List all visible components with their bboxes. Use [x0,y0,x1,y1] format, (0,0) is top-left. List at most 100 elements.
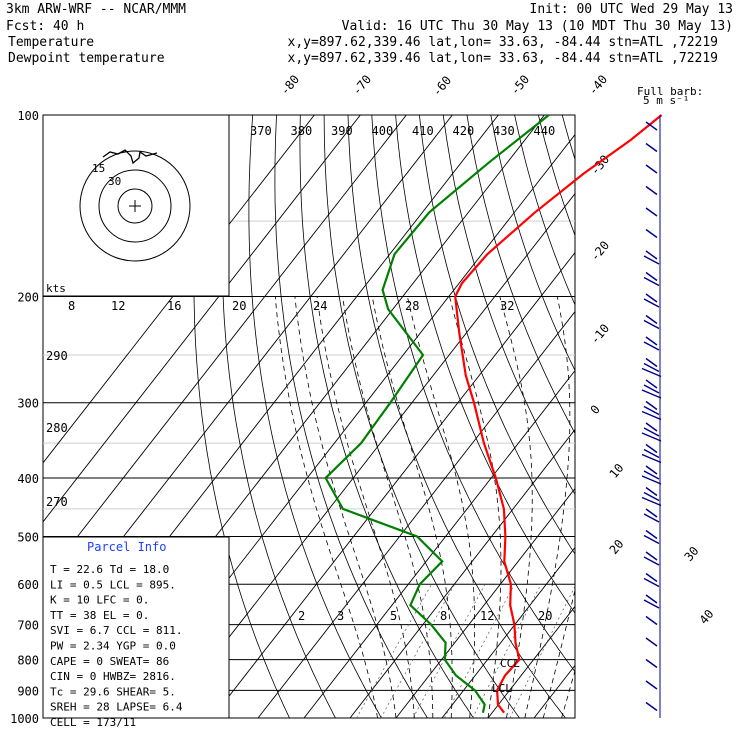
wind-barb [645,529,658,540]
parcel-info-row: SVI = 6.7 CCL = 811. [50,624,182,637]
parcel-info-row: K = 10 LFC = 0. [50,594,149,607]
isotherm [211,251,575,718]
isotherm [43,115,315,464]
wind-barb [645,572,658,583]
theta-label: 410 [412,124,434,138]
wind-barb [643,513,660,523]
wind-barb [645,228,658,239]
isotherm [487,605,575,718]
theta-label: 440 [534,124,556,138]
dewpoint-line [324,114,550,713]
theta-label: 370 [250,124,272,138]
parcel-info-row: PW = 2.34 YGP = 0.0 [50,640,176,653]
dry-adiabat [610,115,740,718]
pressure-tick-100: 100 [17,109,39,123]
dry-adiabat [347,115,566,718]
theta-label: 400 [372,124,394,138]
lcl-annotation: LCL [492,682,512,695]
wind-barb [645,680,658,690]
isotherm-label-right: 30 [682,544,702,564]
isotherm [533,664,575,718]
pressure-tick-800: 800 [17,654,39,668]
wind-barb [645,142,658,153]
isotherm-label-top: -80 [278,72,303,98]
wind-barb [643,255,660,265]
isotherm-label-top: -70 [350,72,375,98]
isotherm [349,428,575,718]
mixing-ratio-label-lower: 8 [440,609,447,623]
dry-adiabat [538,115,575,237]
mixing-ratio-label-upper: 20 [232,299,246,313]
dry-adiabat [323,115,520,718]
mixing-ratio-line [509,585,575,718]
wind-barb [641,389,662,399]
dry-adiabat [193,115,290,718]
isotherm [672,115,740,718]
dry-adiabat [586,115,740,718]
parcel-info-row: TT = 38 EL = 0. [50,609,149,622]
temperature-legend-info: x,y=897.62,339.46 lat,lon= 33.63, -84.44… [288,35,718,50]
dry-adiabat [490,115,575,372]
moist-adiabat [342,296,434,718]
wind-barb [645,164,658,174]
isotherm-label-right: -10 [588,321,613,347]
mixing-ratio-label-lower: 2 [298,609,305,623]
dry-adiabat [419,115,575,555]
wind-barb [643,362,660,373]
mixing-ratio-label-upper: 12 [111,299,125,313]
moist-adiabat [524,296,571,718]
theta-label: 430 [493,124,515,138]
mixing-ratio-label-lower: 3 [337,609,344,623]
moist-adiabat [316,296,415,718]
hodograph-ring-2 [98,169,172,243]
theta-label: 420 [453,124,475,138]
wind-barb [645,658,658,669]
pressure-tick-200: 200 [17,291,39,305]
wind-barb [645,615,658,626]
wind-barb [643,491,660,502]
wind-barb [643,599,660,609]
temperature-line [454,114,663,714]
isotherm-label-top: -50 [508,72,533,98]
parcel-info-row: T = 22.6 Td = 18.0 [50,563,169,576]
mixing-ratio-label-lower: 20 [538,609,552,623]
wind-barb [641,410,662,421]
wind-barb [641,432,662,442]
parcel-info-row: LI = 0.5 LCL = 895. [50,578,176,591]
pressure-tick-600: 600 [17,578,39,592]
wind-barb [643,427,660,437]
parcel-info-row: CIN = 0 HWBZ= 2816. [50,670,176,683]
parcel-info-frame [42,536,230,719]
dry-adiabat [681,115,740,718]
mixing-ratio-label-upper: 28 [405,299,419,313]
wind-barb [643,405,660,416]
pressure-tick-700: 700 [17,619,39,633]
mixing-ratio-line [444,584,515,718]
wind-barb [645,701,658,712]
wind-barb [641,453,662,464]
wind-barb [645,357,658,368]
barb-legend-title: Full barb: [637,85,703,98]
parcel-info-panel: Parcel Info T = 22.6 Td = 18.0 LI = 0.5 L… [42,536,230,729]
wind-barb [645,121,658,131]
wind-barb [645,379,658,389]
pressure-tick-300: 300 [17,397,39,411]
wind-barb [645,250,658,260]
dry-adiabat-label: 280 [46,421,68,435]
dry-adiabat [466,115,575,435]
mixing-ratio-label-upper: 32 [500,299,514,313]
parcel-info-rows: T = 22.6 Td = 18.0 LI = 0.5 LCL = 895. K =… [50,563,183,729]
wind-barb [643,319,660,330]
wind-barb [643,341,660,351]
hodograph: 15 30 kts [42,114,230,297]
moist-adiabat [561,669,575,718]
wind-barb [643,556,660,566]
isotherm [165,192,575,718]
isotherm [626,115,740,718]
wind-barb [645,336,658,346]
wind-barb [643,577,660,588]
dry-adiabat [395,115,575,614]
dewpoint-legend-label: Dewpoint temperature [8,51,165,66]
wind-barb [641,367,662,378]
